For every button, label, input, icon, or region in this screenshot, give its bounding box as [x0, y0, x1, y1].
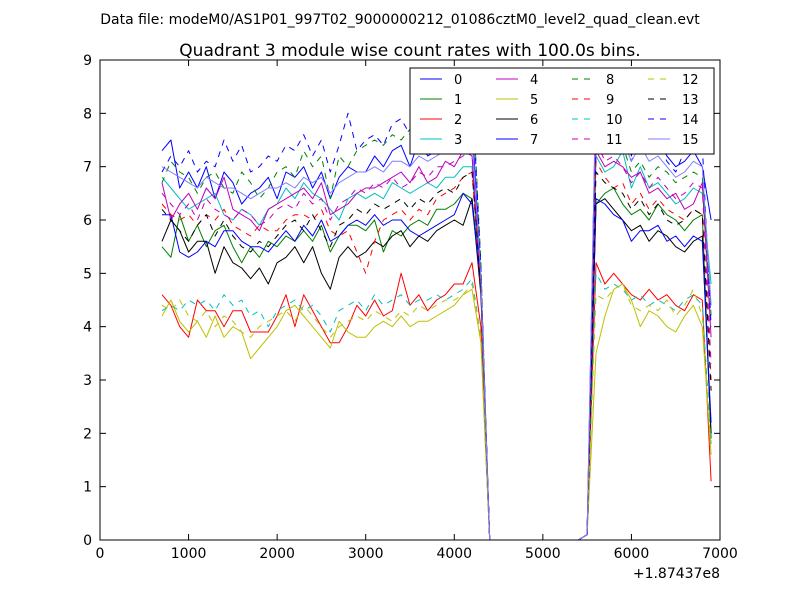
- series-line-6: [161, 198, 712, 541]
- x-tick-label: 6000: [614, 546, 650, 562]
- x-tick-label: 4000: [436, 546, 472, 562]
- series-line-11: [161, 139, 712, 541]
- legend-label-14: 14: [682, 113, 699, 128]
- legend-label-1: 1: [454, 93, 462, 108]
- legend-label-5: 5: [530, 93, 538, 108]
- legend-label-0: 0: [454, 73, 462, 88]
- legend-label-13: 13: [682, 93, 699, 108]
- legend-label-12: 12: [682, 73, 699, 88]
- x-offset-label: +1.87437e8: [633, 566, 720, 582]
- x-tick-label: 1000: [171, 546, 207, 562]
- legend-label-9: 9: [606, 93, 614, 108]
- legend-label-4: 4: [530, 73, 538, 88]
- series-line-1: [161, 187, 712, 541]
- y-tick-label: 5: [83, 266, 92, 282]
- y-tick-label: 8: [83, 106, 92, 122]
- legend-label-11: 11: [606, 133, 623, 148]
- legend-label-7: 7: [530, 133, 538, 148]
- y-tick-label: 4: [83, 320, 92, 336]
- plot-frame: [99, 59, 721, 541]
- y-tick-label: 3: [83, 373, 92, 389]
- legend-label-15: 15: [682, 133, 699, 148]
- legend-label-6: 6: [530, 113, 538, 128]
- data-file-suptitle: Data file: modeM0/AS1P01_997T02_90000002…: [100, 12, 700, 28]
- y-tick-label: 9: [83, 53, 92, 69]
- x-tick-label: 2000: [259, 546, 295, 562]
- series-line-4: [161, 150, 712, 541]
- series-line-9: [161, 160, 712, 541]
- y-tick-label: 2: [83, 426, 92, 442]
- chart-title: Quadrant 3 module wise count rates with …: [179, 41, 640, 61]
- y-tick-label: 1: [83, 480, 92, 496]
- y-tick-label: 7: [83, 160, 92, 176]
- x-tick-label: 3000: [348, 546, 384, 562]
- legend-label-2: 2: [454, 113, 462, 128]
- x-tick-label: 7000: [702, 546, 738, 562]
- series-line-7: [162, 192, 712, 541]
- legend-label-8: 8: [606, 73, 614, 88]
- y-tick-label: 0: [83, 533, 92, 549]
- legend-box: [409, 67, 715, 155]
- x-tick-label: 5000: [525, 546, 561, 562]
- legend-label-10: 10: [606, 113, 623, 128]
- series-line-13: [161, 171, 712, 541]
- y-tick-label: 6: [83, 213, 92, 229]
- x-tick-label: 0: [96, 546, 105, 562]
- series-line-12: [161, 283, 712, 541]
- legend-label-3: 3: [454, 133, 462, 148]
